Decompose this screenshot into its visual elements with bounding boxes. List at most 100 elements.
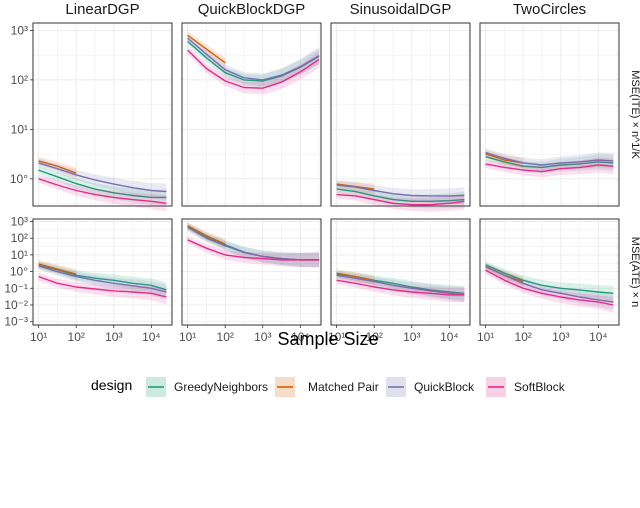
series-line-softblock <box>38 178 167 204</box>
x-tick-label: 10² <box>68 330 85 344</box>
series-line-quickblock <box>38 162 167 193</box>
series-line-quickblock <box>485 265 614 303</box>
series-line-quickblock <box>187 37 320 81</box>
series-line-softblock <box>38 275 167 298</box>
panel-border <box>330 22 471 207</box>
panel-r1-c3 <box>330 22 471 207</box>
legend-label-softblock: SoftBlock <box>514 380 566 394</box>
panel-border <box>479 218 620 326</box>
panel-series-r2-c1 <box>38 260 167 305</box>
legend: design GreedyNeighbors Matched Pair QuickBl… <box>91 377 566 397</box>
series-line-softblock <box>187 239 320 261</box>
panel-r1-c1 <box>32 22 173 207</box>
x-tick-label: 10³ <box>403 330 420 344</box>
x-tick-label: 10¹ <box>328 330 345 344</box>
y-tick-label: 10³ <box>11 23 28 37</box>
y-tick-label: 10⁻³ <box>4 315 28 329</box>
panel-r2-c1 <box>32 218 173 326</box>
series-line-matched-pair <box>187 34 226 64</box>
facet-row-label-2: MSE(ATE) × n <box>629 237 640 307</box>
series-line-matched-pair <box>38 263 77 275</box>
ribbon-greedyneighbors <box>187 37 320 88</box>
ribbon-quickblock <box>187 223 320 268</box>
panel-frame <box>32 22 173 207</box>
x-tick-label: 10⁴ <box>440 330 459 344</box>
y-tick-label: 10° <box>10 265 28 279</box>
ribbon-softblock <box>187 46 320 95</box>
y-tick-label: 10⁻¹ <box>4 281 28 295</box>
x-tick-label: 10² <box>366 330 383 344</box>
series-line-greedyneighbors <box>485 264 614 294</box>
panel-series-r1-c1 <box>38 156 167 212</box>
x-tick-label: 10¹ <box>30 330 47 344</box>
series-line-softblock <box>336 279 465 296</box>
series-line-greedyneighbors <box>336 188 465 202</box>
ribbon-quickblock <box>485 148 614 171</box>
facet-title-col-2: QuickBlockDGP <box>198 1 306 18</box>
series-line-quickblock <box>38 265 167 293</box>
ribbon-matched-pair <box>38 156 77 179</box>
legend-title: design <box>91 377 132 393</box>
series-line-softblock <box>187 49 320 89</box>
ribbon-quickblock <box>38 158 167 200</box>
y-tick-label: 10° <box>10 172 28 186</box>
facet-title-col-1: LinearDGP <box>65 1 139 18</box>
y-tick-label: 10¹ <box>11 248 28 262</box>
x-tick-label: 10¹ <box>477 330 494 344</box>
y-tick-label: 10³ <box>11 215 28 229</box>
legend-label-matched-pair: Matched Pair <box>308 380 379 394</box>
panel-series-r2-c2 <box>187 222 320 268</box>
facet-title-col-4: TwoCircles <box>513 1 586 18</box>
x-tick-label: 10¹ <box>179 330 196 344</box>
panel-series-r1-c2 <box>187 31 320 95</box>
x-tick-label: 10² <box>515 330 532 344</box>
panel-r1-c4 <box>479 22 620 207</box>
ribbon-softblock <box>38 174 167 212</box>
ribbon-quickblock <box>336 181 465 204</box>
x-tick-label: 10² <box>217 330 234 344</box>
facet-title-col-3: SinusoidalDGP <box>350 1 452 18</box>
series-line-softblock <box>336 193 465 206</box>
y-tick-label: 10⁻² <box>4 298 28 312</box>
x-tick-label: 10⁴ <box>291 330 310 344</box>
x-tick-label: 10³ <box>254 330 271 344</box>
ribbon-softblock <box>38 272 167 305</box>
series-line-quickblock <box>336 274 465 296</box>
panel-border <box>181 22 322 207</box>
series-line-softblock <box>485 269 614 306</box>
panel-border <box>330 218 471 326</box>
ribbon-softblock <box>336 276 465 303</box>
ribbon-greedyneighbors <box>187 222 320 268</box>
series-line-matched-pair <box>38 160 77 174</box>
series-line-softblock <box>485 163 614 173</box>
x-axis-title: Sample Size <box>277 329 378 349</box>
facet-row-label-1: MSE(ITE) × n^1/K <box>629 70 640 159</box>
panel-series-r1-c4 <box>485 148 614 178</box>
panel-r2-c3 <box>330 218 471 326</box>
ribbon-greedyneighbors <box>485 152 614 174</box>
panel-series-r1-c3 <box>336 180 465 212</box>
ribbon-softblock <box>485 157 614 178</box>
panel-border <box>32 22 173 207</box>
x-tick-label: 10⁴ <box>589 330 608 344</box>
series-line-quickblock <box>485 151 614 166</box>
y-tick-label: 10² <box>11 73 28 87</box>
series-line-greedyneighbors <box>38 169 167 199</box>
ribbon-greedyneighbors <box>485 261 614 301</box>
ribbon-softblock <box>336 190 465 212</box>
series-line-greedyneighbors <box>485 156 614 169</box>
panel-border <box>479 22 620 207</box>
ribbon-softblock <box>485 266 614 313</box>
panel-border <box>181 218 322 326</box>
panel-series-r2-c4 <box>485 261 614 313</box>
legend-label-quickblock: QuickBlock <box>414 380 475 394</box>
x-tick-label: 10⁴ <box>142 330 161 344</box>
series-line-matched-pair <box>187 225 226 245</box>
panel-border <box>32 218 173 326</box>
y-tick-label: 10¹ <box>11 122 28 136</box>
legend-label-greedyneighbors: GreedyNeighbors <box>174 380 268 394</box>
series-line-matched-pair <box>336 272 375 281</box>
ribbon-greedyneighbors <box>336 185 465 209</box>
y-tick-label: 10² <box>11 231 28 245</box>
